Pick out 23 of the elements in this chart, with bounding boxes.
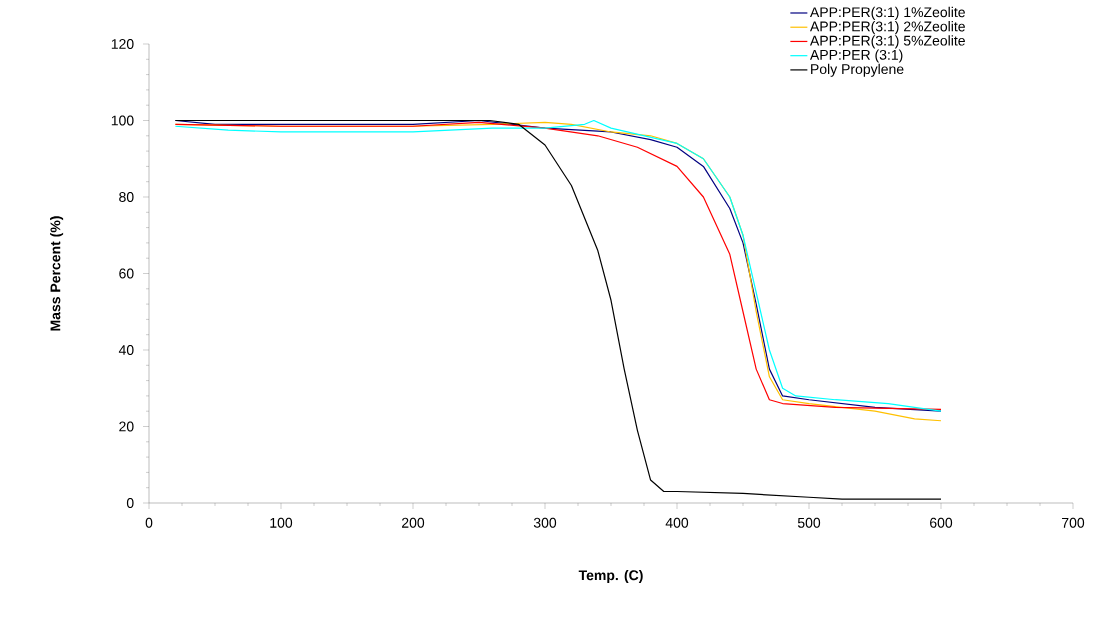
x-tick-label: 700 [1062,517,1085,528]
legend-label: APP:PER(3:1) 1%Zeolite [809,6,965,20]
x-tick-label: 0 [145,517,153,528]
x-tick-label: 600 [930,517,953,528]
legend-label: APP:PER (3:1) [809,49,903,63]
x-axis-title: Temp. (C) [578,569,643,583]
y-tick-label: 0 [126,498,134,508]
y-tick-label: 40 [118,345,134,355]
x-tick-label: 100 [270,517,293,528]
x-tick-label: 200 [402,517,425,528]
y-tick-label: 60 [119,268,134,279]
y-tick-label: 120 [111,39,134,49]
legend-label: APP:PER(3:1) 5%Zeolite [809,35,965,49]
legend-label: APP:PER(3:1) 2%Zeolite [809,21,965,35]
line-series [174,119,942,500]
y-tick-label: 100 [111,115,134,126]
x-tick-label: 300 [533,517,557,528]
y-tick-label: 80 [119,192,134,202]
legend-label: Poly Propylene [811,63,904,77]
y-tick-label: 20 [119,421,134,432]
x-tick-label: 400 [665,517,689,528]
y-axis-title: Mass Percent (%) [50,216,64,331]
x-tick-label: 500 [797,517,821,528]
